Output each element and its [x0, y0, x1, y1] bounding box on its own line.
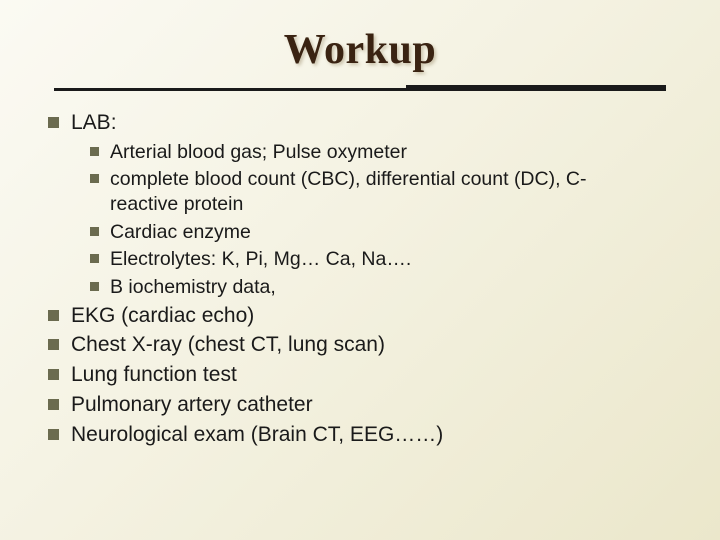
sub-list-item: Electrolytes: K, Pi, Mg… Ca, Na…. — [88, 247, 678, 272]
list-item-label: LAB: — [71, 110, 678, 137]
title-underline — [54, 88, 666, 92]
sub-list-item-label: Cardiac enzyme — [110, 220, 678, 245]
square-bullet-icon — [90, 254, 99, 263]
content: LAB: Arterial blood gas; Pulse oxymeter … — [42, 110, 678, 449]
list-item-label: Chest X-ray (chest CT, lung scan) — [71, 332, 678, 359]
sub-list-item: Arterial blood gas; Pulse oxymeter — [88, 140, 678, 165]
sub-list-item-label: complete blood count (CBC), differential… — [110, 167, 678, 217]
list-item-label: EKG (cardiac echo) — [71, 303, 678, 330]
list-item: Neurological exam (Brain CT, EEG……) — [46, 422, 678, 449]
sub-list-item-label: Arterial blood gas; Pulse oxymeter — [110, 140, 678, 165]
square-bullet-icon — [90, 282, 99, 291]
sub-list-item: B iochemistry data, — [88, 275, 678, 300]
square-bullet-icon — [48, 117, 59, 128]
slide-title: Workup — [42, 26, 678, 74]
square-bullet-icon — [48, 339, 59, 350]
list-item: Chest X-ray (chest CT, lung scan) — [46, 332, 678, 359]
square-bullet-icon — [90, 174, 99, 183]
list-item-label: Neurological exam (Brain CT, EEG……) — [71, 422, 678, 449]
square-bullet-icon — [48, 429, 59, 440]
square-bullet-icon — [48, 369, 59, 380]
sub-list-item: complete blood count (CBC), differential… — [88, 167, 678, 217]
list-item-label: Lung function test — [71, 362, 678, 389]
square-bullet-icon — [90, 227, 99, 236]
sub-list-item-label: Electrolytes: K, Pi, Mg… Ca, Na…. — [110, 247, 678, 272]
square-bullet-icon — [48, 399, 59, 410]
list-item: Pulmonary artery catheter — [46, 392, 678, 419]
sub-list: Arterial blood gas; Pulse oxymeter compl… — [88, 140, 678, 300]
sub-list-item: Cardiac enzyme — [88, 220, 678, 245]
slide: Workup LAB: Arterial blood gas; Pulse ox… — [0, 0, 720, 540]
square-bullet-icon — [48, 310, 59, 321]
list-item: LAB: — [46, 110, 678, 137]
list-item: Lung function test — [46, 362, 678, 389]
square-bullet-icon — [90, 147, 99, 156]
sub-list-item-label: B iochemistry data, — [110, 275, 678, 300]
list-item-label: Pulmonary artery catheter — [71, 392, 678, 419]
list-item: EKG (cardiac echo) — [46, 303, 678, 330]
